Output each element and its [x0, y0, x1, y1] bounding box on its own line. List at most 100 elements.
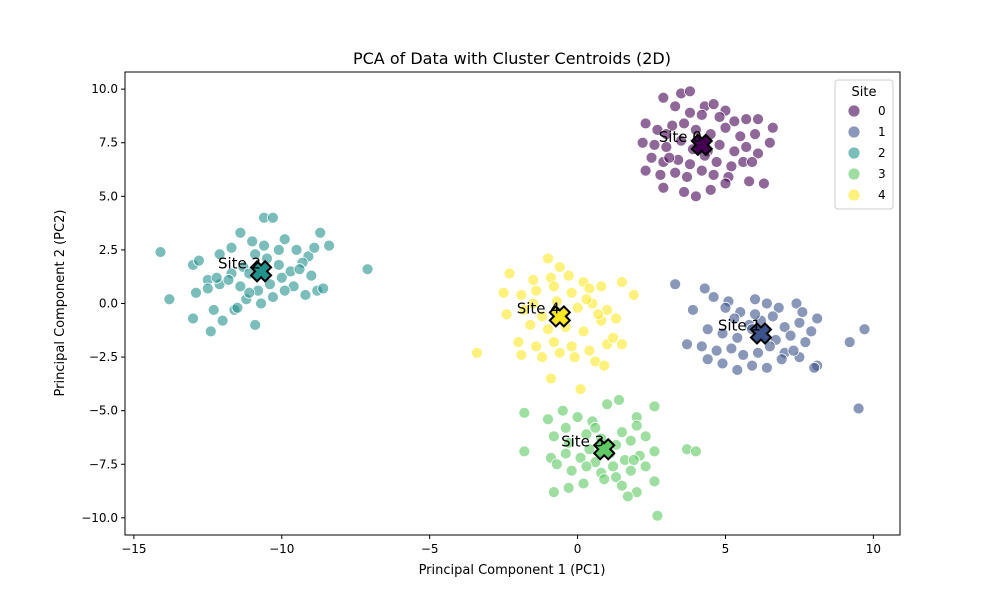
y-tick-label: −10.0	[81, 511, 118, 525]
y-tick-label: 10.0	[91, 82, 118, 96]
x-tick-label: 5	[722, 542, 730, 556]
data-point	[201, 282, 214, 295]
data-point	[695, 340, 708, 353]
data-point	[698, 282, 711, 295]
data-point	[527, 274, 540, 286]
data-point	[766, 310, 779, 323]
data-point	[530, 284, 543, 297]
data-point	[728, 145, 741, 158]
data-point	[559, 447, 572, 460]
data-point	[518, 304, 531, 316]
data-point	[246, 235, 259, 248]
data-point	[500, 308, 513, 321]
x-tick-label: −15	[121, 542, 146, 556]
data-point	[749, 308, 761, 321]
data-point	[707, 291, 720, 303]
legend-label: 0	[878, 104, 886, 118]
data-point	[704, 183, 717, 196]
data-point	[716, 327, 729, 340]
data-point	[669, 100, 682, 113]
data-point	[210, 271, 223, 284]
centroid-marker	[690, 133, 714, 157]
data-point	[225, 241, 238, 254]
data-point	[749, 293, 761, 306]
data-point	[249, 319, 262, 331]
y-tick-label: −2.5	[89, 350, 118, 364]
data-point	[565, 340, 578, 353]
data-point	[725, 342, 738, 355]
data-point	[272, 259, 285, 271]
data-point	[740, 113, 753, 126]
data-point	[624, 464, 637, 477]
data-point	[595, 280, 608, 293]
data-point	[811, 312, 824, 325]
data-point	[545, 372, 557, 385]
y-tick-label: −5.0	[89, 404, 118, 418]
data-point	[684, 85, 696, 98]
data-point	[243, 286, 256, 299]
data-point	[796, 306, 809, 318]
data-point	[719, 121, 732, 134]
data-point	[234, 280, 247, 293]
data-point	[681, 338, 693, 351]
data-point	[760, 297, 773, 310]
data-point	[216, 314, 229, 327]
legend-marker	[847, 125, 861, 139]
data-point	[707, 168, 720, 181]
data-point	[204, 325, 217, 338]
x-axis-label: Principal Component 1 (PC1)	[419, 563, 606, 578]
data-point	[187, 312, 199, 325]
data-point	[636, 136, 649, 149]
data-point	[601, 398, 614, 411]
legend-marker	[847, 146, 861, 160]
data-point	[536, 310, 548, 323]
data-point	[734, 130, 747, 143]
data-point	[553, 346, 566, 359]
data-point	[669, 278, 682, 291]
x-axis: −15 −10 −5 0 5 10	[121, 535, 881, 556]
data-point	[512, 336, 525, 348]
data-point	[651, 509, 664, 522]
data-point	[548, 430, 560, 443]
data-point	[610, 471, 622, 484]
data-point	[713, 138, 726, 151]
chart-title: PCA of Data with Cluster Centroids (2D)	[353, 49, 671, 68]
data-point	[190, 286, 202, 299]
data-point	[559, 421, 572, 434]
data-point	[249, 248, 262, 261]
data-point	[707, 98, 720, 111]
data-point	[689, 445, 702, 458]
data-point	[616, 479, 628, 492]
data-point	[565, 286, 578, 299]
data-point	[731, 331, 744, 344]
data-point	[154, 246, 167, 258]
data-point	[515, 349, 528, 361]
data-point	[255, 297, 267, 310]
data-point	[610, 312, 622, 325]
data-point	[713, 111, 726, 123]
data-point	[267, 291, 279, 303]
data-point	[613, 394, 625, 406]
data-point	[701, 353, 714, 366]
data-point	[574, 383, 587, 396]
data-point	[580, 428, 593, 441]
centroid-label: Site 2	[218, 254, 261, 272]
x-tick-label: 0	[574, 542, 582, 556]
centroid-marker	[749, 322, 773, 345]
data-point	[193, 254, 205, 267]
data-point	[749, 128, 761, 141]
centroid-marker	[548, 304, 572, 328]
data-point	[678, 186, 690, 198]
centroid-markers: Site 0 Site 1 Site 2 Site 3 Site 4	[218, 128, 773, 461]
data-point	[645, 151, 658, 164]
data-point	[852, 402, 865, 415]
data-point	[598, 473, 611, 486]
legend-marker	[847, 188, 861, 202]
data-point	[731, 364, 744, 376]
data-point	[678, 117, 690, 130]
centroid-marker	[592, 437, 616, 461]
data-point	[548, 280, 560, 293]
data-point	[548, 486, 560, 499]
data-point	[272, 244, 285, 256]
data-point	[293, 263, 306, 276]
